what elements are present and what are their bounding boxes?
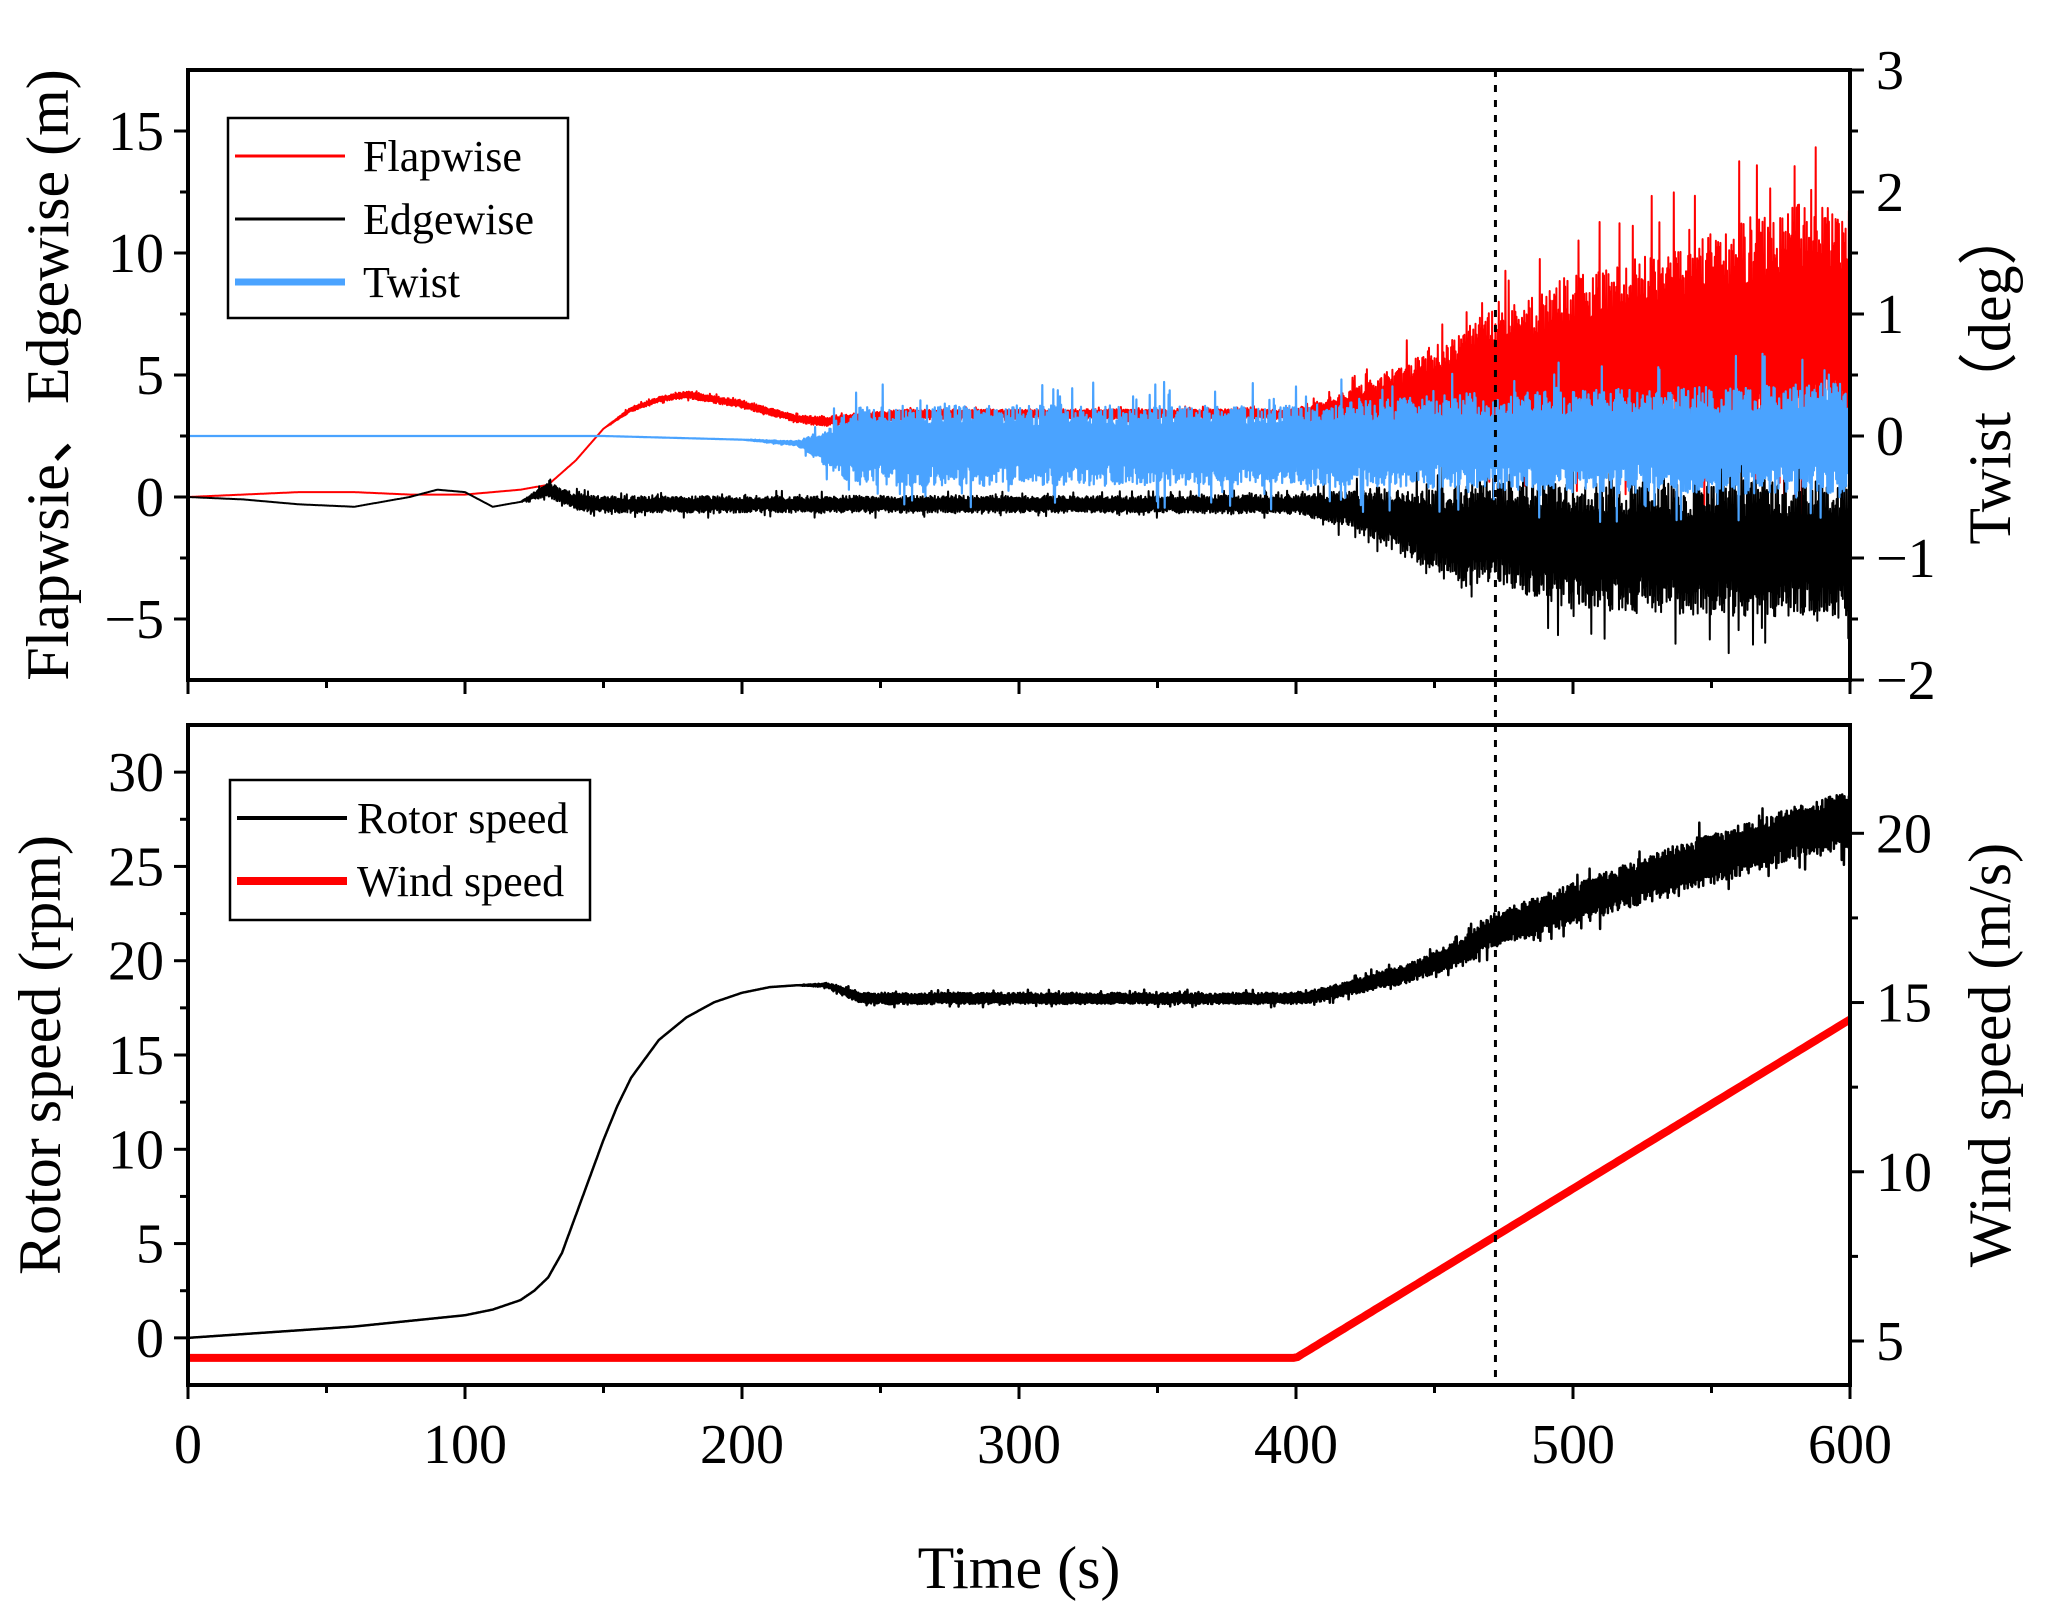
bottom-legend: Rotor speed Wind speed — [228, 778, 592, 922]
legend-label-edgewise: Edgewise — [363, 195, 534, 244]
top-y-tick-label: 0 — [136, 467, 164, 529]
top-y2-axis-title: Twist（deg） — [1957, 205, 2023, 544]
bottom-y-axis-title: Rotor speed (rpm) — [7, 835, 73, 1275]
bottom-series-group — [187, 793, 1853, 1362]
legend-label-rotor-speed: Rotor speed — [357, 794, 568, 843]
series-line-twist — [187, 352, 1852, 523]
top-y-tick-label: 15 — [108, 101, 164, 163]
top-y2-tick-label: 2 — [1876, 162, 1904, 224]
top-y2-tick-label: −1 — [1876, 528, 1936, 590]
bottom-y2-tick-label: 5 — [1876, 1311, 1904, 1373]
top-y2-tick-label: 0 — [1876, 406, 1904, 468]
bottom-y2-tick-label: 20 — [1876, 803, 1932, 865]
top-series-group — [187, 146, 1852, 655]
top-panel: −5 0 5 10 15 −2 −1 0 1 2 3 Flapwsie、Edgewise (m) T… — [15, 40, 2023, 712]
top-y-tick-label: −5 — [104, 589, 164, 651]
legend-label-wind-speed: Wind speed — [357, 857, 564, 906]
series-line-rotor-speed — [187, 793, 1852, 1340]
x-tick-label: 300 — [977, 1414, 1061, 1476]
bottom-legend-box — [228, 778, 592, 922]
top-axis-ticks: −5 0 5 10 15 −2 −1 0 1 2 3 — [104, 40, 1935, 712]
bottom-y-tick-label: 10 — [108, 1119, 164, 1181]
legend-label-flapwise: Flapwise — [363, 132, 522, 181]
bottom-y2-axis-title: Wind speed (m/s) — [1957, 843, 2023, 1267]
x-tick-label: 200 — [700, 1414, 784, 1476]
bottom-y-tick-label: 30 — [108, 742, 164, 804]
series-line-wind-speed — [188, 1016, 1853, 1362]
x-tick-label: 0 — [174, 1414, 202, 1476]
x-tick-label: 600 — [1808, 1414, 1892, 1476]
top-y2-tick-label: −2 — [1876, 650, 1936, 712]
x-tick-label: 500 — [1531, 1414, 1615, 1476]
bottom-y-tick-label: 20 — [108, 931, 164, 993]
bottom-y2-tick-label: 10 — [1876, 1142, 1932, 1204]
bottom-y2-tick-label: 15 — [1876, 973, 1932, 1035]
bottom-y-tick-label: 0 — [136, 1308, 164, 1370]
top-y-tick-label: 5 — [136, 345, 164, 407]
top-y2-tick-label: 3 — [1876, 40, 1904, 102]
top-y2-tick-label: 1 — [1876, 284, 1904, 346]
top-y-axis-title: Flapwsie、Edgewise (m) — [15, 69, 81, 681]
x-tick-label: 400 — [1254, 1414, 1338, 1476]
x-axis-title: Time (s) — [918, 1535, 1121, 1601]
top-y-tick-label: 10 — [108, 223, 164, 285]
x-tick-label: 100 — [423, 1414, 507, 1476]
bottom-y-tick-label: 5 — [136, 1214, 164, 1276]
bottom-y-tick-label: 15 — [108, 1025, 164, 1087]
top-legend: Flapwise Edgewise Twist — [226, 116, 570, 320]
bottom-y-tick-label: 25 — [108, 836, 164, 898]
legend-label-twist: Twist — [363, 258, 460, 307]
